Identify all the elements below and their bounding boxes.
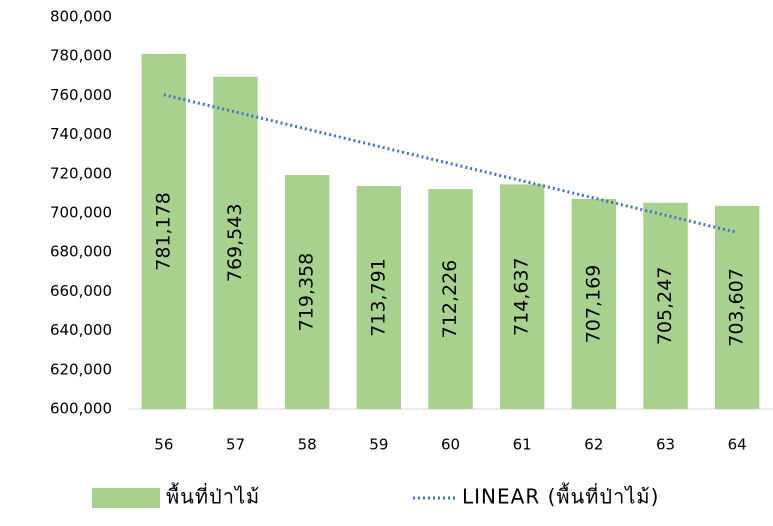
bar bbox=[643, 202, 688, 409]
y-tick-label: 800,000 bbox=[50, 8, 112, 26]
y-tick-label: 600,000 bbox=[50, 400, 112, 418]
bar bbox=[284, 175, 330, 409]
bar bbox=[571, 198, 617, 409]
bar bbox=[499, 184, 545, 409]
x-tick-label: 56 bbox=[154, 436, 173, 454]
y-tick-label: 700,000 bbox=[50, 204, 112, 222]
x-tick-label: 59 bbox=[369, 436, 388, 454]
x-tick-label: 60 bbox=[441, 436, 460, 454]
y-tick-label: 680,000 bbox=[50, 243, 112, 261]
x-tick-label: 57 bbox=[226, 436, 245, 454]
trendline bbox=[163, 93, 738, 234]
bar bbox=[141, 53, 187, 410]
value-label: 719,358 bbox=[296, 253, 318, 332]
bar bbox=[213, 76, 258, 410]
legend-swatch bbox=[92, 488, 160, 508]
x-tick-label: 62 bbox=[584, 436, 603, 454]
value-label: 712,226 bbox=[439, 260, 461, 339]
y-tick-label: 780,000 bbox=[50, 47, 112, 65]
y-tick-label: 620,000 bbox=[50, 360, 112, 378]
bar bbox=[356, 185, 402, 409]
value-label: 705,247 bbox=[654, 267, 676, 346]
x-tick-label: 61 bbox=[513, 436, 532, 454]
y-tick-label: 760,000 bbox=[50, 86, 112, 104]
x-tick-label: 63 bbox=[656, 436, 675, 454]
legend-label: พื้นที่ป่าไม้ bbox=[166, 483, 260, 509]
y-tick-label: 640,000 bbox=[50, 321, 112, 339]
legend-label: LINEAR (พื้นที่ป่าไม้) bbox=[462, 483, 659, 509]
x-tick-label: 64 bbox=[728, 436, 747, 454]
value-label: 703,607 bbox=[726, 268, 748, 347]
value-label: 714,637 bbox=[511, 257, 533, 336]
bar bbox=[428, 189, 473, 409]
x-tick-label: 58 bbox=[298, 436, 317, 454]
value-label: 713,791 bbox=[367, 258, 389, 337]
bar bbox=[714, 205, 760, 409]
value-label: 707,169 bbox=[582, 265, 604, 344]
y-tick-label: 720,000 bbox=[50, 164, 112, 182]
y-tick-label: 660,000 bbox=[50, 282, 112, 300]
value-label: 781,178 bbox=[152, 192, 174, 271]
value-label: 769,543 bbox=[224, 204, 246, 283]
y-tick-label: 740,000 bbox=[50, 125, 112, 143]
